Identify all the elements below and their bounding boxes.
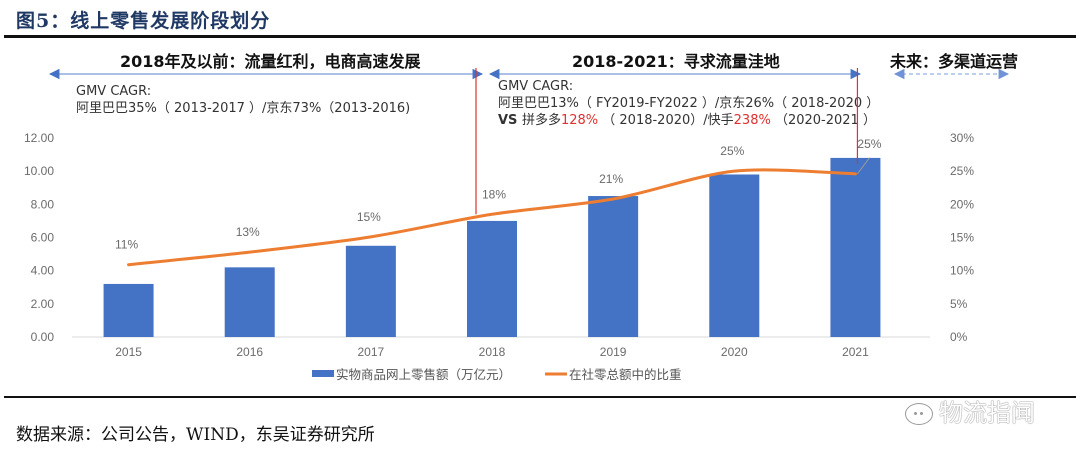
phase-2-note: GMV CAGR: 阿里巴巴13%（ FY2019-FY2022 ）/京东26%（…: [498, 78, 879, 129]
note-text: VS: [498, 113, 522, 128]
left-axis-tick-label: 6.00: [31, 231, 55, 245]
chat-bubble-icon: [905, 403, 933, 425]
right-axis-tick-label: 5%: [950, 297, 968, 311]
left-axis-tick-label: 0.00: [31, 330, 55, 344]
bar-2015: [103, 283, 154, 337]
left-axis-tick-label: 10.00: [24, 164, 54, 178]
note-text: （2020-2021 ）: [770, 113, 876, 128]
bar-2018: [467, 220, 517, 337]
note-text: GMV CAGR:: [498, 79, 574, 94]
highlight-value: 128%: [560, 113, 599, 128]
phase-1-title: 2018年及以前：流量红利，电商高速发展: [120, 52, 421, 71]
bottom-rule: [4, 396, 1076, 398]
watermark-text: 物流指闻: [939, 399, 1035, 427]
bar-2016: [224, 267, 275, 337]
left-axis-tick-label: 8.00: [31, 197, 55, 211]
phase-1-note: GMV CAGR: 阿里巴巴35%（ 2013-2017 ）/京东73%（2013…: [76, 83, 410, 117]
line-data-label: 13%: [236, 225, 260, 239]
line-data-label: 25%: [857, 137, 881, 151]
line-data-label: 11%: [115, 238, 138, 252]
line-data-label: 25%: [720, 144, 744, 158]
right-axis-tick-label: 0%: [950, 330, 968, 344]
note-line: VS 拼多多128% （ 2018-2020）/快手238% （2020-202…: [498, 112, 879, 129]
note-line: 阿里巴巴13%（ FY2019-FY2022 ）/京东26%（ 2018-202…: [498, 95, 879, 112]
note-text: 阿里巴巴13%（ FY2019-FY2022 ）/京东26%（ 2018-202…: [498, 96, 880, 111]
figure-title: 图5：线上零售发展阶段划分: [16, 10, 271, 32]
bar-2020: [709, 174, 760, 337]
top-rule: [4, 35, 1076, 38]
left-axis-tick-label: 2.00: [31, 297, 55, 311]
bar-2019: [588, 196, 639, 337]
legend-bar-label: 实物商品网上零售额（万亿元）: [336, 367, 511, 382]
note-text: 阿里巴巴35%（ 2013-2017 ）/京东73%（2013-2016): [76, 101, 411, 116]
x-axis-tick-label: 2020: [721, 345, 748, 359]
phase-3-title: 未来：多渠道运营: [890, 52, 1019, 71]
line-data-label: 21%: [599, 172, 623, 186]
phase-2-title: 2018-2021：寻求流量洼地: [572, 52, 780, 71]
bar-2021: [830, 157, 881, 337]
source-note: 数据来源：公司公告，WIND，东吴证券研究所: [16, 425, 375, 445]
note-line: 阿里巴巴35%（ 2013-2017 ）/京东73%（2013-2016): [76, 100, 410, 117]
line-data-label: 18%: [482, 187, 506, 201]
watermark: 物流指闻: [905, 393, 1035, 428]
note-text: GMV CAGR:: [76, 84, 152, 99]
x-axis-tick-label: 2019: [600, 345, 627, 359]
right-axis-tick-label: 15%: [950, 231, 974, 245]
line-data-label: 15%: [357, 210, 381, 224]
x-axis-tick-label: 2016: [236, 345, 263, 359]
right-axis-tick-label: 25%: [950, 164, 974, 178]
right-axis-tick-label: 20%: [950, 197, 974, 211]
left-axis-tick-label: 12.00: [24, 131, 54, 145]
note-text: 拼多多: [521, 113, 561, 128]
legend-line-label: 在社零总额中的比重: [569, 367, 682, 382]
x-axis-tick-label: 2018: [479, 345, 506, 359]
note-line: GMV CAGR:: [76, 83, 410, 100]
share-line: [127, 168, 857, 267]
note-text: （ 2018-2020）/快手: [598, 113, 734, 128]
label-leader-line: [857, 157, 870, 175]
highlight-value: 238%: [733, 113, 771, 128]
x-axis-tick-label: 2021: [842, 345, 869, 359]
bar-2017: [345, 245, 396, 337]
right-axis-tick-label: 30%: [950, 131, 974, 145]
left-axis-tick-label: 4.00: [31, 264, 55, 278]
right-axis-tick-label: 10%: [950, 264, 974, 278]
note-line: GMV CAGR:: [498, 78, 879, 95]
x-axis-tick-label: 2017: [358, 345, 385, 359]
legend-bar-swatch: [312, 370, 334, 377]
x-axis-tick-label: 2015: [115, 345, 142, 359]
